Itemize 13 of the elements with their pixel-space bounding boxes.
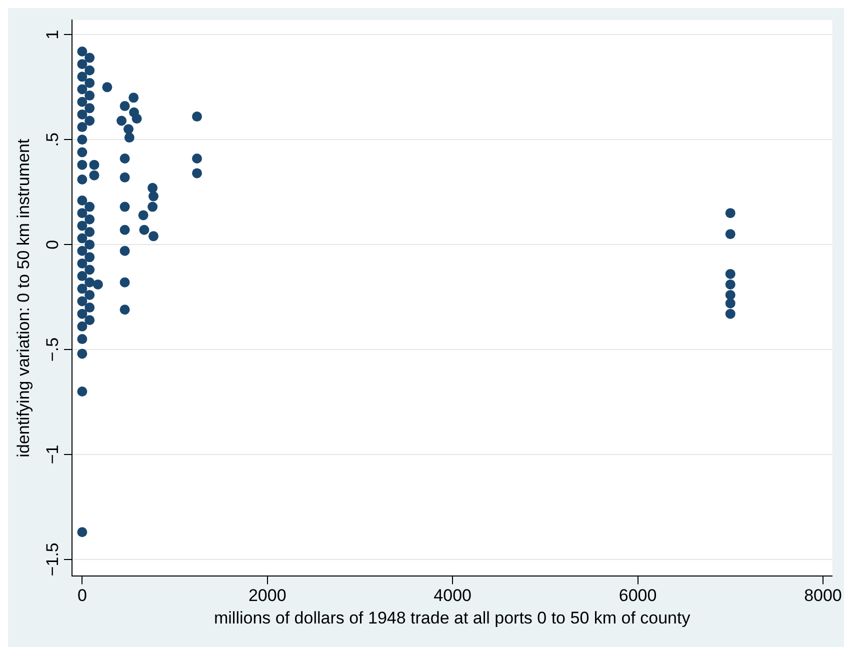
y-tick-label: −1 <box>43 444 62 464</box>
y-tick-label: 0 <box>43 240 62 250</box>
x-axis-title: millions of dollars of 1948 trade at all ports 0 to 50 km of county <box>214 608 691 628</box>
y-tick-label: −.5 <box>43 337 62 362</box>
x-tick-label: 8000 <box>804 586 842 606</box>
y-tick-label: .5 <box>43 132 62 147</box>
y-axis-title: identifying variation: 0 to 50 km instrument <box>14 138 33 458</box>
x-tick-label: 6000 <box>618 586 657 606</box>
y-tick-label: 1 <box>43 30 62 40</box>
y-tick-label: −1.5 <box>43 542 62 576</box>
x-tick-label: 4000 <box>434 586 472 606</box>
x-tick-label: 0 <box>77 586 87 606</box>
x-tick-label: 2000 <box>248 586 286 606</box>
